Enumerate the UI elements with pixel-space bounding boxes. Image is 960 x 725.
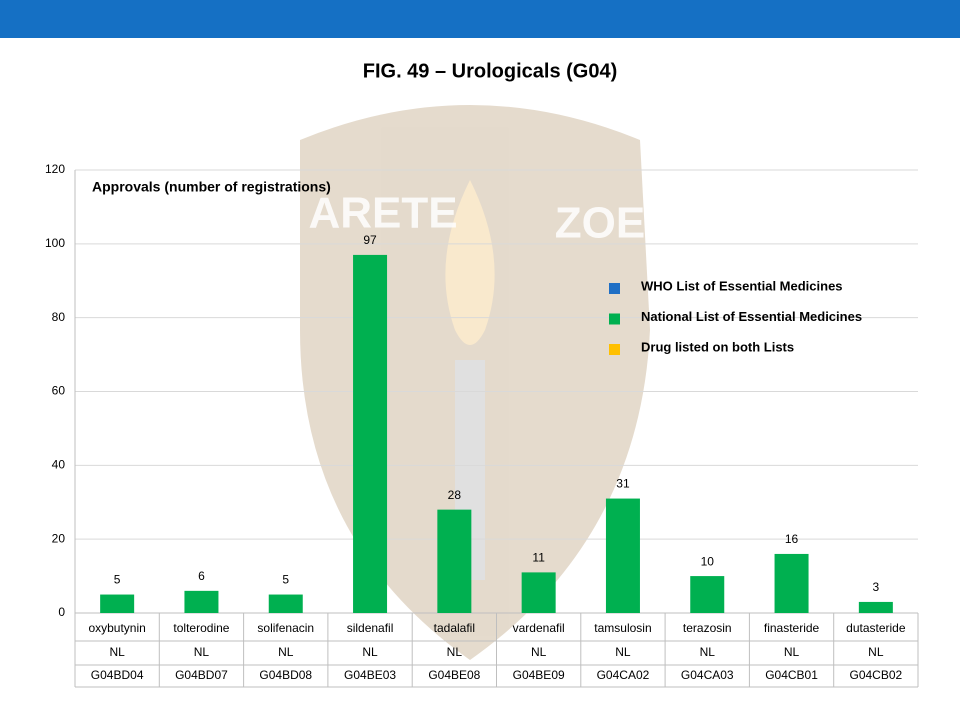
- table-cell: tolterodine: [173, 621, 229, 635]
- header-bar: [0, 0, 960, 38]
- bar: [521, 572, 556, 613]
- data-label: 3: [873, 580, 880, 594]
- legend-label: National List of Essential Medicines: [641, 309, 862, 324]
- table-cell: sildenafil: [347, 621, 394, 635]
- bar: [437, 509, 472, 613]
- y-tick-label: 20: [52, 531, 66, 545]
- table-cell: NL: [109, 645, 125, 659]
- table-cell: solifenacin: [257, 621, 314, 635]
- bar: [605, 498, 640, 613]
- table-cell: dutasteride: [846, 621, 906, 635]
- legend-swatch: [609, 283, 620, 294]
- table-cell: G04BD08: [259, 668, 312, 682]
- data-label: 16: [785, 532, 799, 546]
- legend-label: Drug listed on both Lists: [641, 339, 794, 354]
- table-cell: NL: [868, 645, 884, 659]
- bar: [268, 594, 303, 613]
- bar: [353, 254, 388, 614]
- table-cell: G04CB02: [849, 668, 902, 682]
- data-label: 31: [616, 477, 630, 491]
- table-cell: G04CA03: [681, 668, 734, 682]
- y-tick-label: 120: [45, 162, 65, 176]
- table-cell: NL: [447, 645, 463, 659]
- table-cell: G04BD04: [91, 668, 144, 682]
- y-tick-label: 80: [52, 310, 66, 324]
- bar: [858, 601, 893, 613]
- watermark-text: ARETE: [308, 189, 457, 238]
- y-tick-label: 40: [52, 458, 66, 472]
- table-cell: NL: [194, 645, 210, 659]
- table-cell: NL: [784, 645, 800, 659]
- table-cell: vardenafil: [513, 621, 565, 635]
- table-cell: NL: [700, 645, 716, 659]
- watermark-text: ZOE: [555, 199, 645, 248]
- table-cell: G04CA02: [597, 668, 650, 682]
- table-cell: NL: [278, 645, 294, 659]
- table-cell: finasteride: [764, 621, 820, 635]
- data-label: 5: [282, 573, 289, 587]
- table-cell: terazosin: [683, 621, 732, 635]
- legend-label: WHO List of Essential Medicines: [641, 278, 843, 293]
- y-tick-label: 100: [45, 236, 65, 250]
- data-label: 10: [701, 554, 715, 568]
- table-cell: NL: [615, 645, 631, 659]
- table-cell: G04BD07: [175, 668, 228, 682]
- data-label: 5: [114, 573, 121, 587]
- y-tick-label: 0: [58, 605, 65, 619]
- table-cell: G04CB01: [765, 668, 818, 682]
- table-cell: G04BE03: [344, 668, 396, 682]
- data-label: 11: [532, 551, 545, 565]
- bar: [184, 590, 219, 613]
- bar: [100, 594, 135, 613]
- table-cell: NL: [531, 645, 547, 659]
- y-tick-label: 60: [52, 384, 66, 398]
- legend-swatch: [609, 313, 620, 325]
- bar: [774, 553, 809, 613]
- table-cell: oxybutynin: [88, 621, 145, 635]
- annotation: Approvals (number of registrations): [92, 179, 331, 195]
- legend-swatch: [609, 344, 620, 355]
- data-label: 6: [198, 569, 205, 583]
- data-label: 97: [363, 233, 377, 247]
- table-cell: NL: [362, 645, 378, 659]
- table-cell: G04BE09: [513, 668, 565, 682]
- table-cell: G04BE08: [428, 668, 480, 682]
- table-cell: tamsulosin: [594, 621, 651, 635]
- chart-title: FIG. 49 – Urologicals (G04): [363, 60, 618, 82]
- bar: [690, 576, 725, 613]
- data-label: 28: [448, 488, 462, 502]
- table-cell: tadalafil: [434, 621, 475, 635]
